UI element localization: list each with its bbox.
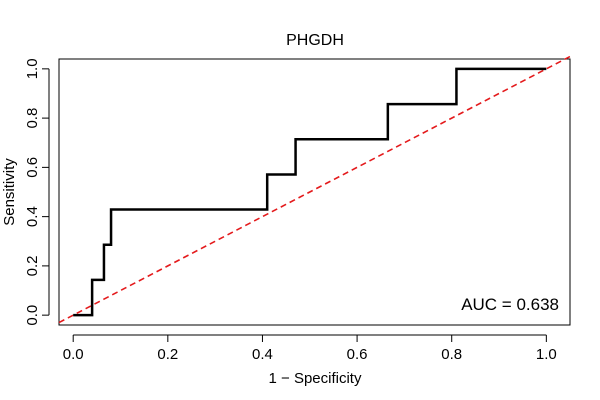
x-tick-label: 0.2 [157, 346, 178, 363]
x-tick-label: 1.0 [536, 346, 557, 363]
x-tick-label: 0.4 [252, 346, 273, 363]
reference-diagonal-line [58, 55, 571, 324]
y-axis: 0.0 0.2 0.4 0.6 0.8 1.0 [24, 58, 50, 326]
y-tick-label: 0.0 [24, 305, 41, 326]
y-axis-title: Sensitivity [1, 158, 18, 226]
series-layer [58, 55, 571, 324]
x-tick-label: 0.0 [63, 346, 84, 363]
x-tick-label: 0.6 [347, 346, 368, 363]
chart-title: PHGDH [286, 32, 344, 49]
y-tick-label: 0.4 [24, 206, 41, 227]
x-axis: 0.0 0.2 0.4 0.6 0.8 1.0 [63, 334, 557, 363]
x-tick-label: 0.8 [441, 346, 462, 363]
y-tick-label: 0.2 [24, 255, 41, 276]
x-axis-title: 1 − Specificity [269, 370, 362, 387]
y-tick-label: 1.0 [24, 58, 41, 79]
y-tick-label: 0.6 [24, 157, 41, 178]
roc-curve-line [73, 67, 547, 317]
y-tick-label: 0.8 [24, 108, 41, 129]
auc-annotation: AUC = 0.638 [461, 295, 559, 314]
plot-frame [58, 58, 571, 326]
